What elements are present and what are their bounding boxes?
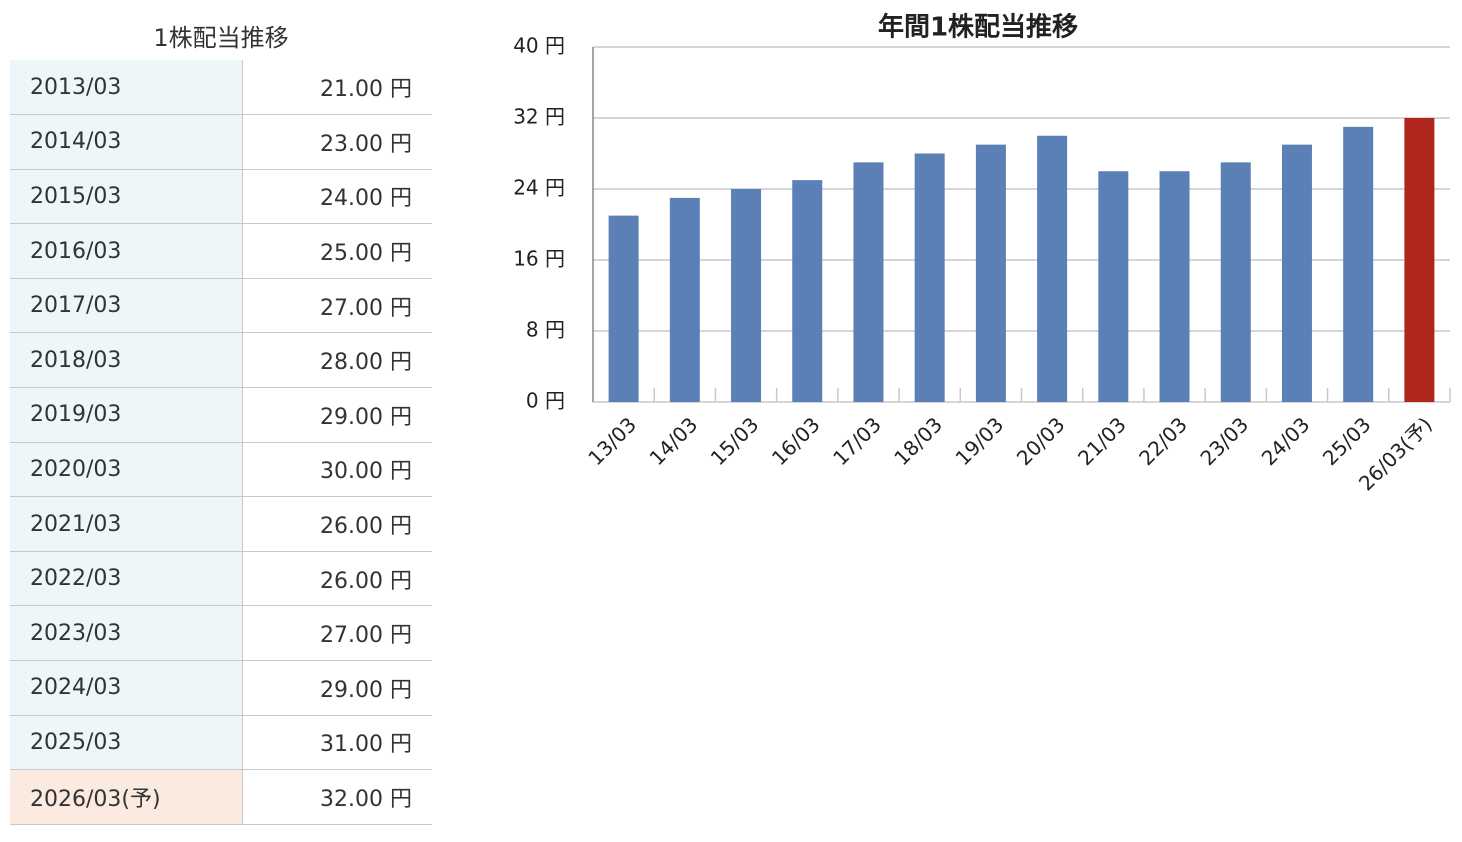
table-row: 2018/03 28.00 円 — [10, 332, 432, 389]
bar — [1404, 118, 1435, 402]
y-tick-label: 40 円 — [513, 34, 565, 58]
bar — [975, 144, 1006, 402]
x-tick-label: 15/03 — [706, 412, 764, 470]
dividend-table: 2013/03 21.00 円 2014/03 23.00 円 2015/03 24.00… — [10, 60, 432, 825]
table-row: 2017/03 27.00 円 — [10, 278, 432, 334]
period-cell: 2021/03 — [10, 496, 243, 552]
bar — [1159, 171, 1190, 402]
period-cell: 2013/03 — [10, 60, 243, 116]
period-cell: 2019/03 — [10, 387, 243, 443]
table-row: 2023/03 27.00 円 — [10, 605, 432, 662]
table-row: 2016/03 25.00 円 — [10, 223, 432, 279]
table-row: 2020/03 30.00 円 — [10, 442, 432, 498]
period-cell: 2018/03 — [10, 332, 243, 389]
dividend-cell: 23.00 円 — [242, 114, 432, 170]
period-cell: 2014/03 — [10, 114, 243, 170]
bar — [608, 215, 639, 402]
dividend-cell: 26.00 円 — [242, 496, 432, 552]
x-tick-label: 23/03 — [1195, 412, 1253, 470]
dividend-cell: 24.00 円 — [242, 169, 432, 225]
period-cell: 2022/03 — [10, 551, 243, 607]
table-title: 1株配当推移 — [153, 24, 289, 52]
period-cell: 2025/03 — [10, 715, 243, 771]
y-tick-label: 0 円 — [526, 389, 565, 413]
table-row: 2026/03(予) 32.00 円 — [10, 769, 432, 825]
dividend-cell: 32.00 円 — [242, 769, 432, 825]
dividend-cell: 29.00 円 — [242, 387, 432, 443]
x-tick-label: 21/03 — [1073, 412, 1131, 470]
table-row: 2019/03 29.00 円 — [10, 387, 432, 443]
dividend-cell: 27.00 円 — [242, 278, 432, 334]
bar — [1220, 162, 1251, 402]
y-tick-label: 8 円 — [526, 318, 565, 342]
dividend-cell: 21.00 円 — [242, 60, 432, 116]
dividend-cell: 31.00 円 — [242, 715, 432, 771]
dividend-cell: 28.00 円 — [242, 332, 432, 389]
period-cell: 2017/03 — [10, 278, 243, 334]
bar — [792, 180, 823, 402]
y-tick-label: 16 円 — [513, 247, 565, 271]
table-row: 2014/03 23.00 円 — [10, 114, 432, 170]
x-tick-label: 25/03 — [1318, 412, 1376, 470]
period-cell: 2023/03 — [10, 605, 243, 662]
bar — [1037, 135, 1068, 402]
x-tick-label: 17/03 — [828, 412, 886, 470]
x-tick-label: 14/03 — [645, 412, 703, 470]
chart-title: 年間1株配当推移 — [878, 12, 1078, 43]
x-tick-label: 13/03 — [583, 412, 641, 470]
bar — [1343, 126, 1374, 402]
table-row: 2025/03 31.00 円 — [10, 715, 432, 771]
dividend-cell: 30.00 円 — [242, 442, 432, 498]
x-tick-label: 22/03 — [1134, 412, 1192, 470]
table-row: 2024/03 29.00 円 — [10, 660, 432, 716]
x-tick-label: 20/03 — [1012, 412, 1070, 470]
x-tick-label: 18/03 — [889, 412, 947, 470]
bar — [669, 197, 700, 402]
dividend-cell: 25.00 円 — [242, 223, 432, 279]
x-tick-label: 24/03 — [1257, 412, 1315, 470]
bar — [1098, 171, 1129, 402]
period-cell: 2015/03 — [10, 169, 243, 225]
dividend-cell: 27.00 円 — [242, 605, 432, 662]
table-row: 2013/03 21.00 円 — [10, 60, 432, 116]
bar — [731, 189, 762, 402]
period-cell: 2016/03 — [10, 223, 243, 279]
x-tick-label: 16/03 — [767, 412, 825, 470]
table-row: 2021/03 26.00 円 — [10, 496, 432, 552]
period-cell: 2024/03 — [10, 660, 243, 716]
table-row: 2022/03 26.00 円 — [10, 551, 432, 607]
y-tick-label: 32 円 — [513, 105, 565, 129]
period-cell: 2020/03 — [10, 442, 243, 498]
bar — [853, 162, 884, 402]
dividend-cell: 26.00 円 — [242, 551, 432, 607]
x-tick-label: 19/03 — [951, 412, 1009, 470]
period-cell: 2026/03(予) — [10, 769, 243, 825]
dividend-cell: 29.00 円 — [242, 660, 432, 716]
bar — [914, 153, 945, 402]
bar — [1281, 144, 1312, 402]
table-row: 2015/03 24.00 円 — [10, 169, 432, 225]
y-tick-label: 24 円 — [513, 176, 565, 200]
